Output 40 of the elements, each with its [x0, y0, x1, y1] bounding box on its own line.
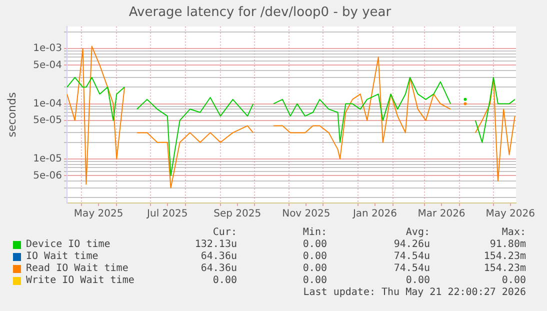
- x-tick-label: Sep 2025: [214, 208, 262, 220]
- text: 154.23m: [484, 263, 526, 274]
- chart-title: Average latency for /dev/loop0 - by year: [128, 5, 392, 20]
- legend-label: IO Wait time: [26, 251, 98, 262]
- text: Avg:: [406, 227, 430, 238]
- text: 64.36u: [200, 263, 237, 274]
- text: 94.26u: [394, 239, 430, 250]
- x-tick-label: May 2026: [486, 208, 536, 220]
- legend-label: Read IO Wait time: [26, 263, 128, 274]
- y-tick-label: 5e-06: [33, 170, 62, 182]
- text: 74.54u: [394, 263, 430, 274]
- text: 0.00: [302, 263, 327, 274]
- text: 154.23m: [484, 251, 526, 262]
- y-tick-label: 5e-05: [33, 115, 62, 126]
- text: 0.00: [302, 239, 327, 250]
- text: Last update: Thu May 21 22:00:27 2026: [302, 287, 527, 299]
- y-tick-label: 1e-03: [33, 43, 62, 54]
- y-tick-label: 1e-05: [33, 154, 62, 165]
- text: Cur:: [212, 227, 237, 238]
- text: Min:: [302, 227, 327, 238]
- legend-label: Write IO Wait time: [26, 275, 134, 286]
- text: 132.13u: [194, 239, 237, 250]
- x-tick-label: May 2025: [74, 208, 124, 220]
- text: 0.00: [502, 275, 526, 286]
- legend-label: Device IO time: [26, 239, 110, 250]
- text: 0.00: [212, 275, 237, 286]
- x-tick-label: Mar 2026: [418, 208, 466, 220]
- text: Max:: [502, 227, 526, 238]
- text: 0.00: [406, 275, 430, 286]
- y-tick-label: 1e-04: [33, 98, 62, 110]
- x-tick-label: Jul 2025: [146, 208, 188, 220]
- x-tick-label: Jan 2026: [352, 208, 398, 220]
- x-tick-label: Nov 2025: [282, 208, 330, 220]
- text: 91.80m: [490, 239, 526, 250]
- text: 0.00: [302, 251, 327, 262]
- text: 0.00: [302, 275, 327, 286]
- y-tick-label: 5e-04: [33, 60, 62, 71]
- text: 74.54u: [394, 251, 430, 262]
- text: 64.36u: [200, 251, 237, 262]
- y-axis-title: seconds: [5, 92, 18, 138]
